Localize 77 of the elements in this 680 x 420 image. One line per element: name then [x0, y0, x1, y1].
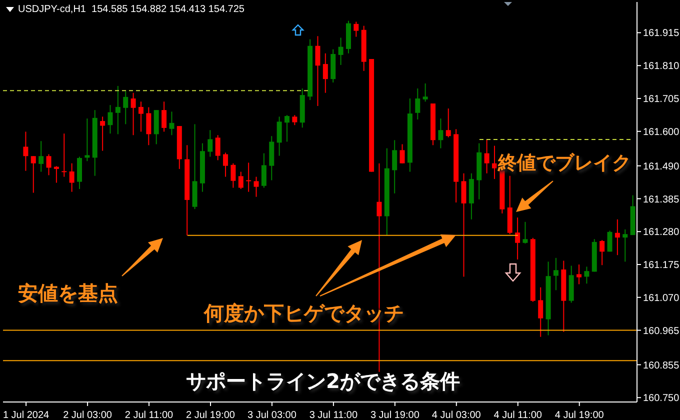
y-tick-label: 161.490 [643, 161, 680, 172]
candlestick [446, 108, 451, 138]
candlestick [614, 218, 620, 256]
candlestick [38, 140, 44, 172]
x-tick-label: 1 Jul 2024 [2, 410, 50, 420]
candlestick [438, 118, 444, 149]
annotation: 安値を基点 [18, 280, 118, 307]
candlestick [54, 166, 59, 184]
candlestick [46, 154, 52, 176]
candlestick [23, 131, 28, 172]
candlestick [607, 230, 612, 252]
candlestick [622, 228, 628, 262]
candlestick [261, 152, 266, 188]
candlestick [553, 257, 558, 291]
candlestick [30, 156, 36, 194]
candlestick [100, 116, 106, 152]
candlestick [238, 171, 244, 190]
y-tick-label: 161.280 [643, 227, 680, 238]
y-tick-label: 160.965 [643, 326, 680, 337]
x-tick-label: 4 Jul 19:00 [554, 410, 604, 420]
y-tick-label: 161.810 [643, 61, 680, 72]
candlestick [522, 221, 528, 244]
candlestick [162, 101, 167, 132]
candlestick [215, 134, 220, 161]
candlestick [169, 111, 174, 136]
annotation: 終値でブレイク [498, 151, 631, 176]
x-tick-label: 3 Jul 11:00 [309, 410, 358, 420]
candlestick [69, 162, 74, 192]
candlestick [415, 88, 420, 120]
candlestick [392, 140, 398, 194]
candlestick [77, 156, 82, 190]
candlestick [138, 101, 144, 132]
candlestick [284, 114, 290, 142]
candlestick [315, 36, 320, 106]
candlestick [108, 104, 113, 134]
y-tick-label: 161.705 [643, 94, 680, 106]
x-tick-label: 2 Jul 11:00 [124, 410, 174, 420]
x-tick-label: 2 Jul 03:00 [63, 410, 112, 420]
candlestick [400, 144, 405, 164]
candlestick [230, 162, 236, 188]
candlestick [354, 21, 359, 38]
candlestick [484, 139, 490, 174]
y-tick-label: 161.915 [643, 28, 680, 40]
candlestick [62, 133, 67, 178]
candlestick [515, 217, 520, 260]
candlestick [538, 286, 544, 338]
candlestick [292, 114, 298, 126]
y-tick-label: 160.855 [643, 360, 680, 372]
candlestick [115, 85, 120, 135]
candlestick [130, 92, 136, 136]
candlestick [338, 37, 344, 66]
x-tick-label: 4 Jul 03:00 [432, 410, 482, 420]
candlestick [461, 172, 466, 278]
candlestick [600, 240, 605, 266]
candlestick [576, 264, 582, 285]
candlestick [322, 52, 328, 94]
x-tick-label: 4 Jul 11:00 [494, 410, 542, 420]
candlestick [422, 82, 428, 102]
chart-title: USDJPY-cd,H1 154.585 154.882 154.413 154.725 [18, 4, 244, 15]
x-tick-label: 3 Jul 19:00 [370, 410, 420, 420]
candlestick [584, 266, 590, 284]
annotation: サポートライン2ができる条件 [186, 368, 460, 395]
y-tick-label: 161.175 [643, 260, 680, 272]
candlestick [254, 176, 259, 198]
candlestick [84, 118, 90, 162]
x-tick-label: 3 Jul 03:00 [248, 410, 297, 420]
candlestick [223, 152, 228, 178]
candlestick [123, 90, 128, 125]
x-tick-label: 2 Jul 19:00 [186, 410, 236, 420]
y-tick-label: 161.070 [643, 292, 680, 304]
candlestick [146, 106, 152, 146]
candlestick [246, 162, 252, 192]
candlestick [276, 116, 282, 156]
y-tick-label: 161.385 [643, 194, 680, 206]
candlestick [208, 130, 213, 158]
y-tick-label: 160.750 [643, 393, 680, 404]
y-tick-label: 161.600 [643, 126, 680, 138]
